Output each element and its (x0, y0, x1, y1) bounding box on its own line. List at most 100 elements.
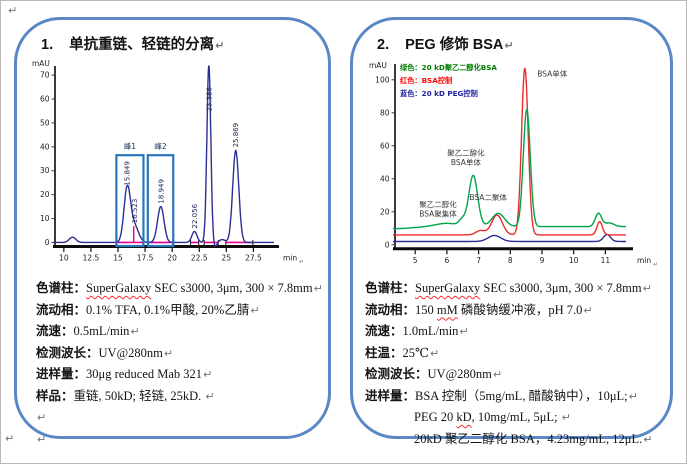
spec-value: mM (436, 302, 458, 317)
peak-annotation: 聚乙二醇化 (447, 148, 485, 158)
spec-value: 25℃ (402, 345, 429, 360)
x-tick-label: 9 (540, 256, 545, 265)
y-tick-label: 40 (40, 142, 50, 151)
retention-time-label: 15.849 (124, 161, 132, 186)
spec-label: 流动相： (36, 302, 87, 317)
x-tick-label: 7 (476, 256, 481, 265)
spec-label: 流动相： (365, 302, 416, 317)
method-conditions-2: 色谱柱：SuperGalaxy SEC s3000, 3μm, 300 × 7.… (365, 278, 666, 450)
section-title-1: 1. 单抗重链、轻链的分离 ↵ (41, 33, 224, 54)
spec-value: SuperGalaxy (86, 281, 152, 295)
legend-entry: 红色：BSA控制 (400, 76, 452, 85)
paragraph-mark: ↵ (492, 368, 503, 381)
retention-time-label: 25.869 (232, 123, 240, 148)
spec-line: 样品：重链, 50kD; 轻链, 25kD. ↵ (36, 386, 324, 408)
spec-value: SEC s3000, 3μm, 300 × 7.8mm (480, 281, 642, 295)
spec-line: ↵ (36, 429, 324, 451)
spec-value: kD (456, 410, 472, 424)
paragraph-mark: ↵ (642, 282, 652, 295)
x-tick-label: 8 (508, 256, 513, 265)
x-tick-label: 17.5 (137, 253, 154, 262)
x-axis-unit: min (283, 253, 297, 262)
y-axis-unit: mAU (32, 59, 50, 68)
x-tick-label: 5 (413, 256, 418, 265)
y-tick-label: 0 (45, 238, 50, 247)
peak-box-label: 峰1 (124, 141, 136, 151)
spec-label: 样品： (36, 388, 74, 403)
spec-value: 重链, 50kD; 轻链, 25kD. (73, 388, 205, 403)
x-axis-unit: min (637, 256, 651, 265)
paragraph-mark: ↵ (313, 282, 323, 295)
paragraph-mark: ↵ (643, 432, 653, 446)
section-title-2: 2. PEG 修饰 BSA ↵ (377, 33, 514, 54)
paragraph-mark: ↵ (459, 325, 469, 338)
spec-line: 色谱柱：SuperGalaxy SEC s3000, 3μm, 300 × 7.… (365, 278, 666, 300)
spec-line: 流动相：0.1% TFA, 0.1%甲酸, 20%乙腈↵ (36, 300, 324, 322)
paragraph-mark: ↵ (504, 39, 514, 52)
retention-time-label: 18.949 (157, 179, 165, 204)
section-number: 2. (377, 37, 390, 53)
x-tick-label: 27.5 (245, 253, 262, 262)
peak-annotation: BSA二聚体 (469, 192, 507, 202)
paragraph-mark: ↵ (203, 368, 213, 381)
y-tick-label: 60 (40, 95, 50, 104)
spec-line: 20kD 聚乙二醇化 BSA，4.23mg/mL, 12μL.↵ (365, 429, 666, 451)
trace (52, 65, 275, 247)
section-number: 1. (41, 37, 54, 53)
spec-value: 150 (415, 302, 437, 317)
spec-line: 检测波长：UV@280nm↵ (36, 343, 324, 365)
spec-label: 流速： (365, 324, 403, 338)
paragraph-mark: ↵ (5, 432, 15, 445)
spec-label: 柱温： (365, 345, 403, 360)
spec-line: 检测波长：UV@280nm↵ (365, 364, 666, 386)
spec-line: 流速：0.5mL/min↵ (36, 321, 324, 343)
x-tick-label: 12.5 (83, 253, 100, 262)
section-title-text: 单抗重链、轻链的分离 (69, 37, 215, 53)
spec-value: , 10mg/mL, 5μL; (471, 410, 561, 424)
y-tick-label: 100 (375, 75, 390, 84)
spec-line: 进样量：BSA 控制（5mg/mL, 醋酸钠中），10μL;↵ (365, 386, 666, 408)
y-tick-label: 50 (40, 118, 50, 127)
legend-entry: 绿色：20 kD聚乙二醇化BSA (400, 63, 497, 72)
paragraph-mark: ↵ (37, 432, 47, 446)
y-tick-label: 40 (380, 174, 390, 183)
peak-box-label: 峰2 (154, 141, 166, 151)
spec-label: 进样量： (365, 388, 416, 403)
paragraph-mark: ↵ (653, 261, 658, 268)
paragraph-mark: ↵ (250, 303, 260, 317)
trace (392, 108, 627, 230)
spec-label: 检测波长： (36, 345, 99, 360)
y-tick-label: 20 (380, 207, 390, 216)
y-tick-label: 0 (385, 240, 390, 249)
spec-line: PEG 20 kD, 10mg/mL, 5μL; ↵ (365, 407, 666, 429)
paragraph-mark: ↵ (561, 411, 571, 424)
spec-value: PEG 20 (414, 410, 457, 424)
x-tick-label: 11 (601, 256, 611, 265)
spec-line: 色谱柱：SuperGalaxy SEC s3000, 3μm, 300 × 7.… (36, 278, 324, 300)
section-title-text: PEG 修饰 BSA (405, 37, 504, 53)
y-tick-label: 60 (380, 141, 390, 150)
peak-annotation: BSA单体 (451, 157, 482, 167)
x-tick-label: 10 (569, 256, 579, 265)
paragraph-mark: ↵ (299, 258, 304, 265)
x-tick-label: 20 (167, 253, 177, 262)
x-tick-label: 25 (222, 253, 232, 262)
rounded-textbox-1: 1. 单抗重链、轻链的分离 ↵ 0 10 20 30 40 50 60 70 mAU 10 12.5… (14, 17, 331, 446)
spec-label: 流速： (36, 324, 74, 338)
x-tick-label: 22.5 (191, 253, 208, 262)
spec-line: 进样量：30μg reduced Mab 321↵ (36, 364, 324, 386)
legend-entry: 蓝色：20 kD PEG控制 (400, 89, 478, 98)
spec-value: SuperGalaxy (415, 281, 481, 295)
paragraph-mark: ↵ (205, 389, 215, 403)
paragraph-mark: ↵ (130, 325, 140, 338)
paragraph-mark: ↵ (37, 411, 47, 424)
y-axis-unit: mAU (369, 61, 387, 70)
peak-box (115, 154, 145, 248)
trace (392, 67, 627, 236)
x-tick-label: 6 (445, 256, 450, 265)
y-tick-label: 20 (40, 190, 50, 199)
method-conditions-1: 色谱柱：SuperGalaxy SEC s3000, 3μm, 300 × 7.… (36, 278, 324, 450)
x-tick-label: 15 (113, 253, 123, 262)
